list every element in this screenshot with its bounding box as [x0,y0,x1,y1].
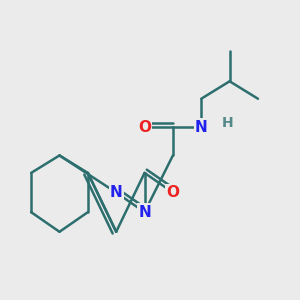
Text: H: H [222,116,233,130]
Text: O: O [138,120,151,135]
Text: N: N [195,120,208,135]
Text: N: N [138,205,151,220]
Text: N: N [110,185,123,200]
Text: O: O [167,185,179,200]
